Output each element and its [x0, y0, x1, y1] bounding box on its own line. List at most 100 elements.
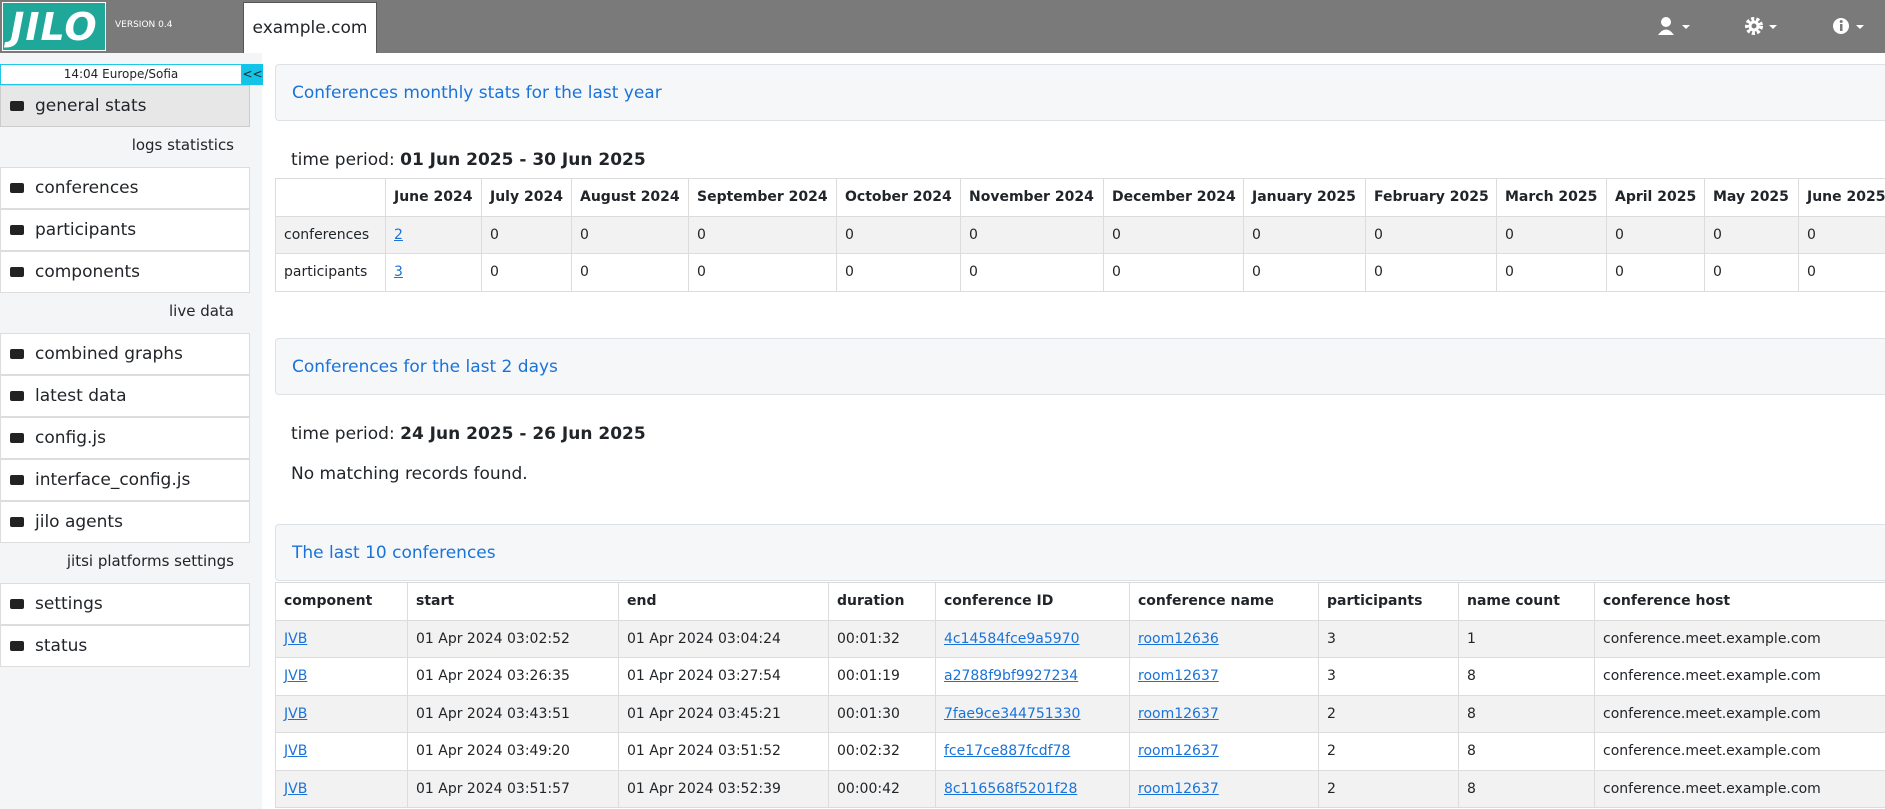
cell: 01 Apr 2024 03:52:39	[618, 769, 829, 808]
cell-text: 01 Apr 2024 03:51:57	[416, 780, 570, 797]
icon	[10, 101, 24, 111]
cell-text: 0	[969, 226, 978, 243]
cell-text: 01 Apr 2024 03:43:51	[416, 705, 570, 722]
cell-text: 01 Apr 2024 03:04:24	[627, 630, 781, 647]
header-cell: name count	[1458, 582, 1595, 621]
cell-text: 0	[490, 226, 499, 243]
cell-text: conferences	[284, 226, 370, 243]
cell-text: 0	[1505, 226, 1514, 243]
cell: 4c14584fce9a5970	[935, 619, 1130, 658]
cell-link[interactable]: room12637	[1138, 743, 1219, 760]
cell-text: 01 Apr 2024 03:51:52	[627, 743, 781, 760]
menu-item[interactable]: general stats	[0, 85, 250, 127]
menu-label: config.js	[35, 428, 107, 448]
cell-link[interactable]: fce17ce887fcdf78	[944, 743, 1071, 760]
cell: 0	[1103, 215, 1244, 254]
menu-label: general stats	[35, 96, 147, 116]
cell: conferences	[275, 215, 386, 254]
header-cell: conference name	[1129, 582, 1319, 621]
settings-menu[interactable]	[1745, 16, 1779, 38]
clock: 14:04 Europe/Sofia	[0, 64, 242, 85]
header-cell: September 2024	[688, 178, 837, 217]
main: Conferences monthly stats for the last y…	[275, 53, 1885, 809]
icon	[10, 517, 24, 527]
header-row: June 2024 July 2024 August 2024 September 2…	[275, 178, 1885, 217]
cell-link[interactable]: room12637	[1138, 705, 1219, 722]
info-menu[interactable]	[1832, 16, 1866, 38]
cell: room12636	[1129, 619, 1319, 658]
cell: 0	[1704, 215, 1799, 254]
user-menu[interactable]	[1658, 16, 1692, 38]
menu-item[interactable]: components	[0, 251, 250, 293]
menu-item[interactable]: participants	[0, 209, 250, 251]
menu-item[interactable]: latest data	[0, 375, 250, 417]
cell-link[interactable]: JVB	[284, 705, 308, 722]
cell-text: conference.meet.example.com	[1603, 668, 1821, 685]
cell-link[interactable]: JVB	[284, 743, 308, 760]
icon	[10, 183, 24, 193]
cell-text: 1	[1467, 630, 1476, 647]
platform-tab[interactable]: example.com	[243, 2, 377, 53]
cell-text: 00:02:32	[837, 743, 900, 760]
cell: fce17ce887fcdf78	[935, 732, 1130, 771]
cell: 0	[836, 253, 961, 292]
cell: 0	[1704, 253, 1799, 292]
cell-link[interactable]: 4c14584fce9a5970	[944, 630, 1080, 647]
cell-text: 0	[580, 226, 589, 243]
menu-item[interactable]: combined graphs	[0, 333, 250, 375]
icon	[10, 267, 24, 277]
cell-text: 0	[1807, 226, 1816, 243]
cell: 01 Apr 2024 03:43:51	[407, 694, 619, 733]
cell-link[interactable]: 2	[394, 226, 403, 243]
cell: conference.meet.example.com	[1594, 694, 1885, 733]
cell: participants	[275, 253, 386, 292]
cell: 00:01:32	[828, 619, 936, 658]
header-cell: end	[618, 582, 829, 621]
cell-link[interactable]: JVB	[284, 668, 308, 685]
cell: 0	[1103, 253, 1244, 292]
cell: 0	[1798, 253, 1885, 292]
section-heading: live data	[169, 302, 234, 320]
cell: 01 Apr 2024 03:27:54	[618, 657, 829, 696]
cell: 01 Apr 2024 03:26:35	[407, 657, 619, 696]
cell: conference.meet.example.com	[1594, 732, 1885, 771]
cell-text: 8	[1467, 743, 1476, 760]
cell: 01 Apr 2024 03:04:24	[618, 619, 829, 658]
menu-item[interactable]: settings	[0, 583, 250, 625]
cell: 2	[385, 215, 482, 254]
collapse-button[interactable]: <<	[242, 64, 263, 85]
cell-text: 0	[490, 264, 499, 281]
cell-link[interactable]: 8c116568f5201f28	[944, 780, 1078, 797]
header-cell: June 2025	[1798, 178, 1885, 217]
cell: 0	[1365, 253, 1497, 292]
row: participants 3 0 0 0 0 0 0 0 0 0 0 0 0	[275, 253, 1885, 292]
cell-link[interactable]: room12636	[1138, 630, 1219, 647]
cell: 0	[688, 215, 837, 254]
cell-text: 0	[1615, 226, 1624, 243]
menu-item[interactable]: conferences	[0, 167, 250, 209]
cell: 2	[1318, 694, 1459, 733]
menu-item[interactable]: config.js	[0, 417, 250, 459]
cell: 01 Apr 2024 03:49:20	[407, 732, 619, 771]
cell-link[interactable]: room12637	[1138, 780, 1219, 797]
cell-text: 3	[1327, 668, 1336, 685]
row: conferences 2 0 0 0 0 0 0 0 0 0 0 0 0	[275, 215, 1885, 254]
icon	[10, 391, 24, 401]
cell-link[interactable]: JVB	[284, 780, 308, 797]
menu-label: settings	[35, 594, 103, 614]
cell: JVB	[275, 732, 408, 771]
cell-link[interactable]: 3	[394, 264, 403, 281]
menu-item[interactable]: status	[0, 625, 250, 667]
cell-link[interactable]: 7fae9ce344751330	[944, 705, 1081, 722]
cell-link[interactable]: room12637	[1138, 668, 1219, 685]
icon	[10, 225, 24, 235]
cell-link[interactable]: JVB	[284, 630, 308, 647]
logo[interactable]: JILO	[2, 2, 106, 51]
menu-label: participants	[35, 220, 137, 240]
menu-item[interactable]: jilo agents	[0, 501, 250, 543]
cell: 0	[1496, 215, 1607, 254]
header-cell: February 2025	[1365, 178, 1497, 217]
cell: 2	[1318, 732, 1459, 771]
menu-item[interactable]: interface_config.js	[0, 459, 250, 501]
cell-link[interactable]: a2788f9bf9927234	[944, 668, 1079, 685]
